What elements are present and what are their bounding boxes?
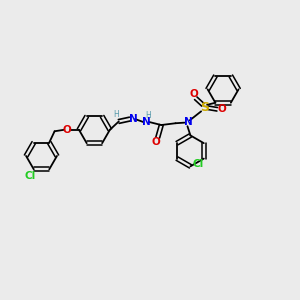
Text: Cl: Cl xyxy=(25,171,36,181)
Text: O: O xyxy=(189,89,198,99)
Text: O: O xyxy=(63,125,71,135)
Text: O: O xyxy=(217,104,226,114)
Text: S: S xyxy=(200,101,209,114)
Text: N: N xyxy=(142,117,151,127)
Text: H: H xyxy=(113,110,119,119)
Text: N: N xyxy=(129,114,138,124)
Text: Cl: Cl xyxy=(192,159,203,169)
Text: O: O xyxy=(152,137,161,147)
Text: N: N xyxy=(184,117,192,127)
Text: H: H xyxy=(145,111,151,120)
